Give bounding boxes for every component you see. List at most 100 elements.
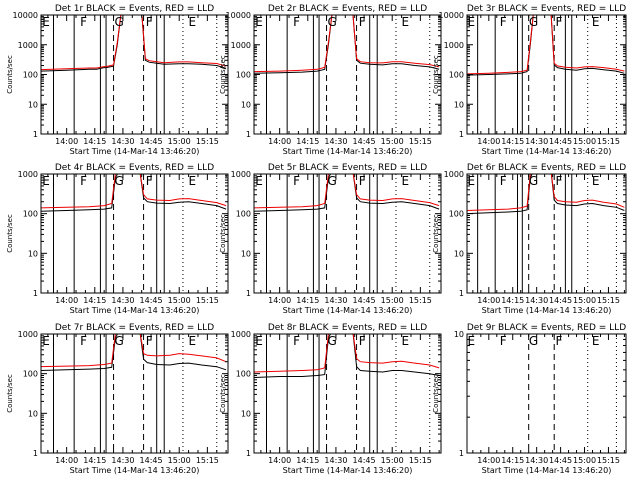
- attenuator-label: G: [115, 174, 124, 188]
- x-tick-label: 15:00: [573, 456, 596, 465]
- marker-lines: [53, 174, 218, 293]
- attenuator-label: F: [146, 334, 153, 348]
- x-tick-label: 14:45: [549, 456, 572, 465]
- attenuator-label: G: [115, 15, 124, 29]
- attenuator-label: G: [328, 334, 337, 348]
- attenuator-label: F: [80, 174, 87, 188]
- plot-frame: [40, 14, 229, 135]
- x-tick-label: 14:15: [501, 456, 524, 465]
- series-line-2: [254, 174, 440, 209]
- y-tick-label: 1: [33, 449, 38, 458]
- y-tick-label: 1: [459, 130, 464, 139]
- y-tick-label: 1000: [18, 330, 38, 339]
- attenuator-label: E: [255, 15, 263, 29]
- y-tick-label: 10000: [439, 11, 464, 20]
- y-tick-label: 10: [454, 100, 464, 109]
- y-tick-label: 10: [454, 249, 464, 258]
- x-tick-label: 15:15: [597, 296, 620, 305]
- y-tick-label: 1000: [18, 170, 38, 179]
- y-tick-label: 1: [459, 289, 464, 298]
- y-tick-label: 10: [454, 330, 464, 339]
- x-tick-label: 14:45: [353, 137, 376, 146]
- series-line-1: [467, 15, 625, 76]
- x-tick-label: 14:00: [55, 456, 78, 465]
- attenuator-label: E: [467, 334, 475, 348]
- y-axis-label: Counts/sec: [6, 374, 14, 413]
- marker-lines: [53, 334, 218, 453]
- attenuator-label: E: [189, 15, 197, 29]
- attenuator-label: F: [80, 15, 87, 29]
- marker-lines: [53, 15, 218, 134]
- x-tick-label: 15:15: [409, 296, 432, 305]
- series-line-2: [254, 15, 440, 73]
- x-tick-label: 15:15: [409, 137, 432, 146]
- attenuator-label: F: [293, 174, 300, 188]
- x-axis-label: Start Time (14-Mar-14 13:46:20): [70, 147, 200, 156]
- x-tick-label: 15:00: [573, 137, 596, 146]
- y-tick-label: 100: [23, 71, 38, 80]
- x-tick-label: 14:45: [549, 296, 572, 305]
- attenuator-label: F: [556, 174, 563, 188]
- x-axis-label: Start Time (14-Mar-14 13:46:20): [482, 466, 612, 475]
- x-axis-label: Start Time (14-Mar-14 13:46:20): [283, 466, 413, 475]
- x-tick-label: 14:00: [268, 296, 291, 305]
- attenuator-label: E: [402, 174, 410, 188]
- attenuator-label: G: [115, 334, 124, 348]
- x-tick-label: 14:30: [324, 456, 347, 465]
- x-tick-label: 14:15: [83, 137, 106, 146]
- attenuator-label: F: [500, 334, 507, 348]
- y-axis-label: Counts/sec: [432, 374, 440, 413]
- series-line-1: [254, 15, 440, 74]
- x-tick-label: 14:15: [501, 296, 524, 305]
- chart-panel-4: Det 4r BLACK = Events, RED = LLD Counts/s…: [6, 163, 229, 315]
- x-tick-label: 14:30: [525, 456, 548, 465]
- plot-frame: [40, 333, 229, 454]
- x-tick-label: 15:00: [381, 296, 404, 305]
- y-tick-label: 100: [23, 210, 38, 219]
- y-tick-label: 100: [236, 210, 251, 219]
- attenuator-label: E: [42, 15, 50, 29]
- y-axis-label: Counts/sec: [219, 214, 227, 253]
- marker-lines: [528, 334, 617, 453]
- attenuator-label: F: [146, 15, 153, 29]
- series-line-2: [41, 334, 227, 368]
- x-tick-label: 14:15: [296, 137, 319, 146]
- series-line-2: [254, 334, 440, 373]
- attenuator-label: E: [255, 334, 263, 348]
- plot-frame: [466, 333, 627, 454]
- x-tick-label: 14:30: [111, 296, 134, 305]
- series-line-2: [467, 174, 625, 211]
- x-tick-label: 14:45: [353, 296, 376, 305]
- x-tick-label: 15:15: [409, 456, 432, 465]
- marker-lines: [266, 15, 431, 134]
- x-tick-label: 14:00: [477, 137, 500, 146]
- y-tick-label: 1: [246, 130, 251, 139]
- attenuator-label: F: [293, 15, 300, 29]
- x-axis-label: Start Time (14-Mar-14 13:46:20): [70, 306, 200, 315]
- x-tick-label: 14:00: [268, 137, 291, 146]
- attenuator-label: E: [467, 15, 475, 29]
- chart-title: Det 5r BLACK = Events, RED = LLD: [268, 163, 427, 173]
- y-tick-label: 1000: [444, 170, 464, 179]
- series-line-1: [41, 15, 227, 72]
- attenuator-label: E: [189, 334, 197, 348]
- y-tick-label: 10: [241, 409, 251, 418]
- chart-panel-6: Det 6r BLACK = Events, RED = LLD Counts/s…: [432, 163, 627, 315]
- plot-frame: [253, 333, 442, 454]
- y-tick-label: 1: [459, 449, 464, 458]
- attenuator-label: E: [189, 174, 197, 188]
- attenuator-label: G: [328, 15, 337, 29]
- y-tick-label: 1: [33, 289, 38, 298]
- chart-title: Det 6r BLACK = Events, RED = LLD: [467, 163, 626, 173]
- chart-panel-2: Det 2r BLACK = Events, RED = LLD Counts/s…: [219, 4, 442, 156]
- marker-lines: [477, 174, 617, 293]
- y-tick-label: 10: [28, 100, 38, 109]
- attenuator-label: G: [529, 334, 538, 348]
- x-tick-label: 14:45: [549, 137, 572, 146]
- x-tick-label: 14:30: [525, 137, 548, 146]
- attenuator-label: F: [359, 174, 366, 188]
- y-tick-label: 1000: [18, 41, 38, 50]
- attenuator-label: E: [402, 15, 410, 29]
- chart-title: Det 9r BLACK = Events, RED = LLD: [467, 323, 626, 333]
